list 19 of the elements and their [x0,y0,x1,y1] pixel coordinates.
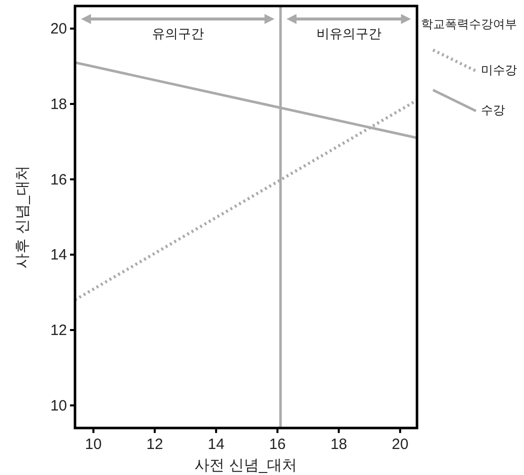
text: 미수강 [481,63,517,77]
x-tick-label: 16 [269,436,286,453]
x-tick-label: 20 [392,436,408,453]
y-tick-label: 20 [50,20,67,38]
annotation: 비유의구간 [316,26,382,41]
y-tick-label: 12 [50,322,67,340]
text: 수강 [481,103,505,117]
x-tick-label: 10 [85,436,102,453]
x-tick-label: 14 [208,436,224,453]
y-tick-label: 16 [50,171,67,188]
y-tick-label: 14 [50,246,67,264]
x-tick-label: 12 [146,436,164,453]
legend-title: 학교폭력수강여부 [421,17,517,31]
y-tick-label: 18 [50,96,67,113]
x-tick-label: 18 [330,436,348,453]
x-axis-title: 사전 신념_대처 [194,457,298,474]
annotation: 유의구간 [152,26,204,41]
y-axis-title: 사후 신념_대처 [14,166,31,268]
y-tick-label: 10 [50,397,67,414]
